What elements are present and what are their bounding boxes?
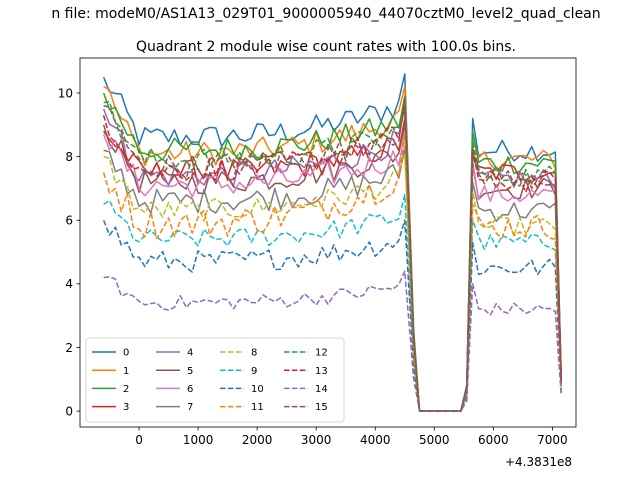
y-tick-label: 6 (65, 214, 73, 228)
y-tick-label: 8 (65, 150, 73, 164)
legend-label-1: 1 (123, 366, 129, 377)
legend-label-7: 7 (187, 402, 193, 413)
legend-label-14: 14 (315, 384, 328, 395)
x-tick-label: 7000 (537, 433, 568, 447)
legend-box (85, 337, 345, 423)
series-line-8 (103, 152, 562, 412)
series-line-6 (102, 130, 562, 412)
legend-label-4: 4 (187, 348, 193, 359)
x-tick-label: 5000 (419, 433, 450, 447)
series-line-13 (102, 101, 562, 412)
series-line-1 (103, 85, 562, 412)
y-tick-label: 4 (65, 277, 73, 291)
series-line-11 (102, 133, 562, 412)
chart-title: Quadrant 2 module wise count rates with … (136, 39, 516, 55)
series-line-15 (103, 98, 562, 412)
legend-label-8: 8 (251, 348, 257, 359)
x-tick-label: 3000 (301, 433, 332, 447)
legend-label-3: 3 (123, 402, 129, 413)
y-tick-label: 0 (65, 404, 73, 418)
y-tick-label: 2 (65, 341, 73, 355)
axes-frame (79, 57, 577, 428)
x-tick-label: 1000 (183, 433, 214, 447)
x-tick-label: 2000 (242, 433, 273, 447)
legend-label-0: 0 (123, 348, 129, 359)
series-layer (102, 73, 562, 412)
legend-label-15: 15 (315, 402, 328, 413)
series-line-7 (103, 146, 562, 412)
y-tick-label: 10 (58, 86, 73, 100)
x-tick-label: 4000 (360, 433, 391, 447)
x-tick-label: 0 (135, 433, 143, 447)
legend-label-11: 11 (251, 402, 264, 413)
series-line-14 (103, 270, 562, 412)
chart-suptitle: n file: modeM0/AS1A13_029T01_9000005940_… (51, 6, 600, 22)
series-line-2 (102, 92, 562, 412)
legend-label-9: 9 (251, 366, 257, 377)
legend-label-2: 2 (123, 384, 129, 395)
x-tick-label: 6000 (478, 433, 509, 447)
legend-label-5: 5 (187, 366, 193, 377)
x-offset-label: +4.3831e8 (505, 455, 572, 469)
legend-label-13: 13 (315, 366, 328, 377)
legend-label-10: 10 (251, 384, 264, 395)
series-line-12 (103, 101, 562, 412)
legend-label-12: 12 (315, 348, 328, 359)
legend-label-6: 6 (187, 384, 193, 395)
series-line-10 (102, 219, 562, 412)
series-line-9 (103, 194, 562, 412)
